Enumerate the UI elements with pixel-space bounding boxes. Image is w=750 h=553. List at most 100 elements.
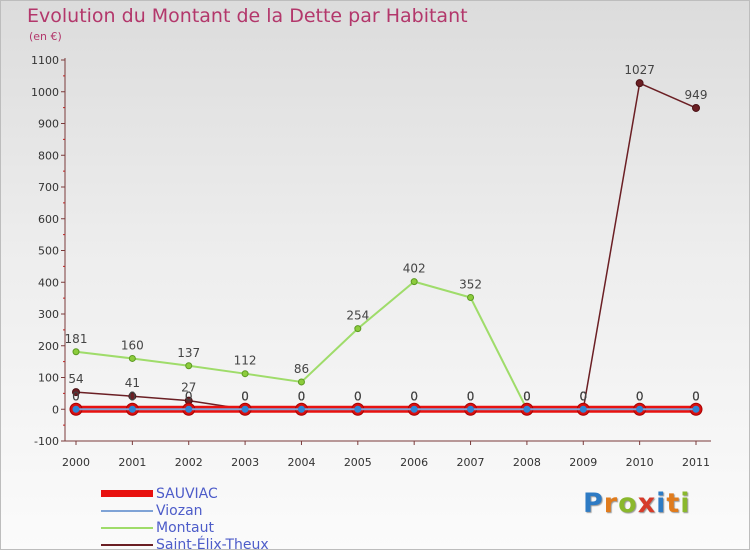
data-label: 0 — [410, 389, 418, 403]
chart-unit-label: (en €) — [29, 30, 62, 43]
legend-label: Montaut — [156, 519, 214, 536]
data-point — [636, 405, 644, 413]
data-label: 0 — [354, 389, 362, 403]
data-point — [523, 405, 531, 413]
data-label: 0 — [523, 389, 531, 403]
data-label: 137 — [177, 346, 200, 360]
data-point — [467, 293, 475, 301]
data-label: 0 — [410, 389, 418, 403]
data-point — [410, 405, 418, 413]
data-label: 0 — [298, 389, 306, 403]
x-tick-label: 2004 — [287, 456, 315, 469]
x-tick-label: 2011 — [682, 456, 710, 469]
legend-item-viozan[interactable]: Viozan — [101, 502, 269, 519]
data-label: 0 — [72, 389, 80, 403]
data-point — [128, 405, 136, 413]
data-label: 0 — [298, 389, 306, 403]
y-tick-label: 200 — [38, 340, 59, 353]
logo-letter: x — [637, 488, 657, 519]
data-label: 352 — [459, 277, 482, 291]
logo-letter: P — [583, 488, 604, 519]
x-tick-label: 2008 — [513, 456, 541, 469]
series-line — [75, 82, 697, 410]
legend-label: Saint-Élix-Theux — [156, 536, 269, 553]
data-label: 949 — [685, 88, 708, 102]
y-tick-label: 1100 — [31, 54, 59, 67]
data-label: 0 — [636, 389, 644, 403]
data-point — [579, 405, 587, 413]
x-tick-label: 2003 — [231, 456, 259, 469]
data-label: 0 — [579, 389, 587, 403]
data-label: 402 — [403, 262, 426, 276]
data-point — [185, 362, 193, 370]
x-tick-label: 2000 — [62, 456, 90, 469]
logo-letter: o — [618, 488, 638, 519]
proxiti-logo: Proxiti — [583, 488, 691, 519]
data-label: 54 — [68, 372, 83, 386]
data-label: 0 — [523, 389, 531, 403]
y-tick-label: 400 — [38, 276, 59, 289]
legend-swatch-montaut — [101, 526, 153, 529]
data-point — [72, 348, 80, 356]
logo-letter: i — [680, 488, 691, 519]
data-label: 86 — [294, 362, 309, 376]
legend-item-saint-elix-theux[interactable]: Saint-Élix-Theux — [101, 536, 269, 553]
y-tick-label: 0 — [52, 403, 59, 416]
data-point — [297, 378, 305, 386]
data-label: 0 — [636, 389, 644, 403]
legend: SAUVIAC Viozan Montaut Saint-Élix-Theux — [101, 485, 269, 553]
legend-item-montaut[interactable]: Montaut — [101, 519, 269, 536]
data-label: 1027 — [624, 63, 655, 77]
y-tick-label: 600 — [38, 213, 59, 226]
data-point — [467, 405, 475, 413]
data-label: 0 — [692, 389, 700, 403]
y-tick-label: -100 — [34, 435, 59, 448]
x-tick-label: 2005 — [344, 456, 372, 469]
x-tick-label: 2009 — [569, 456, 597, 469]
x-tick-label: 2007 — [457, 456, 485, 469]
chart-title: Evolution du Montant de la Dette par Hab… — [27, 5, 468, 27]
data-point — [241, 370, 249, 378]
data-point — [72, 388, 80, 397]
data-point — [354, 405, 362, 413]
data-label: 0 — [692, 389, 700, 403]
legend-label: Viozan — [156, 502, 203, 519]
logo-letter: t — [666, 488, 681, 519]
data-label: 0 — [579, 389, 587, 403]
data-label: 0 — [185, 389, 193, 403]
y-tick-label: 800 — [38, 149, 59, 162]
data-label: 0 — [129, 389, 137, 403]
data-label: 0 — [636, 389, 644, 403]
legend-swatch-viozan — [101, 509, 153, 512]
data-label: 0 — [523, 389, 531, 403]
legend-swatch-saint-elix-theux — [101, 543, 153, 546]
data-label: 0 — [354, 389, 362, 403]
x-tick-label: 2006 — [400, 456, 428, 469]
data-label: 0 — [579, 389, 587, 403]
data-point — [410, 278, 418, 286]
data-label: 0 — [241, 389, 249, 403]
y-tick-label: 500 — [38, 245, 59, 258]
data-point — [185, 405, 193, 413]
data-label: 0 — [467, 389, 475, 403]
data-label: 112 — [234, 354, 257, 368]
data-point — [72, 405, 80, 413]
data-point — [297, 405, 305, 413]
x-tick-label: 2002 — [175, 456, 203, 469]
data-label: 0 — [692, 389, 700, 403]
x-tick-label: 2001 — [118, 456, 146, 469]
legend-label: SAUVIAC — [156, 485, 218, 502]
data-label: 0 — [579, 389, 587, 403]
data-point — [354, 325, 362, 333]
data-point — [128, 354, 136, 362]
legend-item-sauviac[interactable]: SAUVIAC — [101, 485, 269, 502]
y-tick-label: 100 — [38, 372, 59, 385]
data-label: 160 — [121, 338, 144, 352]
data-label: 27 — [181, 381, 196, 395]
data-label: 0 — [241, 389, 249, 403]
data-label: 0 — [467, 389, 475, 403]
data-point — [692, 103, 700, 112]
y-tick-label: 900 — [38, 118, 59, 131]
data-point — [692, 405, 700, 413]
